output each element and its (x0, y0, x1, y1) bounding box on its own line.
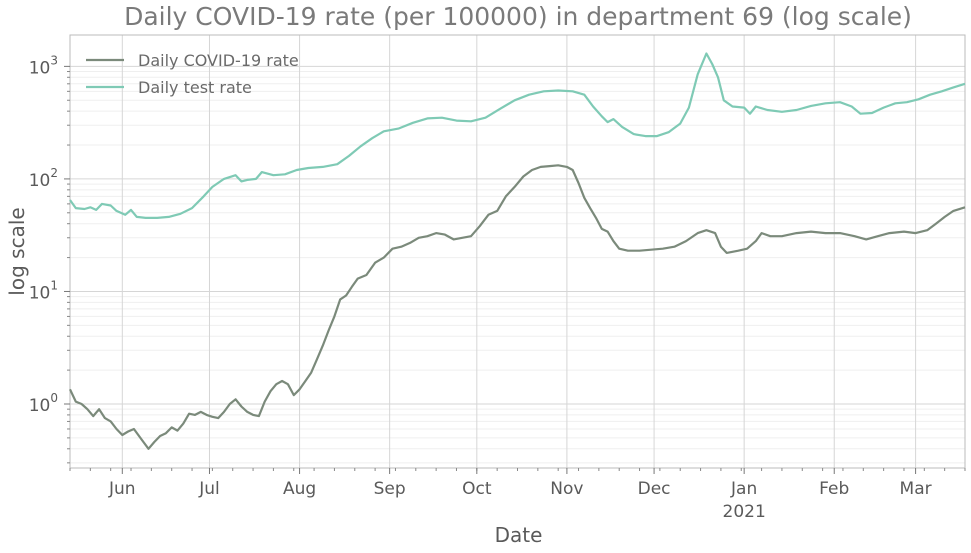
legend-label: Daily COVID-19 rate (138, 51, 299, 70)
x-tick-label: Feb (819, 479, 849, 499)
x-tick-label: Sep (374, 479, 406, 499)
y-tick-base: 10 (29, 396, 51, 416)
chart-title: Daily COVID-19 rate (per 100000) in depa… (124, 2, 912, 31)
series-line-1 (69, 52, 966, 219)
y-tick-exponent: 2 (50, 166, 58, 180)
x-tick-labels: Jun Jul Aug Sep Oct Nov Dec Jan 2021 Feb Mar (108, 479, 932, 522)
x-axis-label: Date (495, 523, 543, 547)
y-tick-base: 10 (29, 58, 51, 78)
x-tick-label: Jul (198, 479, 220, 499)
x-tick-label: Jan (730, 479, 757, 499)
y-axis-label: log scale (5, 207, 29, 295)
tick-marks (64, 65, 966, 474)
y-tick-base: 10 (29, 171, 51, 191)
y-tick-label: 101 (29, 278, 58, 303)
grid-lines (70, 35, 965, 468)
x-tick-label: Oct (462, 479, 492, 499)
x-tick-label: Nov (550, 479, 583, 499)
legend: Daily COVID-19 rate Daily test rate (86, 51, 299, 97)
y-tick-exponent: 3 (50, 53, 58, 67)
x-tick-label: Mar (900, 479, 932, 499)
series-line-0 (69, 164, 966, 450)
x-tick-label: Dec (638, 479, 671, 499)
legend-label: Daily test rate (138, 78, 252, 97)
x-tick-sublabel: 2021 (723, 502, 766, 522)
y-tick-label: 103 (29, 53, 58, 78)
x-tick-label: Aug (283, 479, 316, 499)
series-lines (69, 52, 966, 450)
y-tick-exponent: 0 (50, 391, 58, 405)
x-tick-label: Jun (108, 479, 136, 499)
y-tick-label: 100 (29, 391, 58, 416)
y-tick-exponent: 1 (50, 278, 58, 292)
y-tick-base: 10 (29, 283, 51, 303)
y-tick-label: 102 (29, 166, 58, 191)
